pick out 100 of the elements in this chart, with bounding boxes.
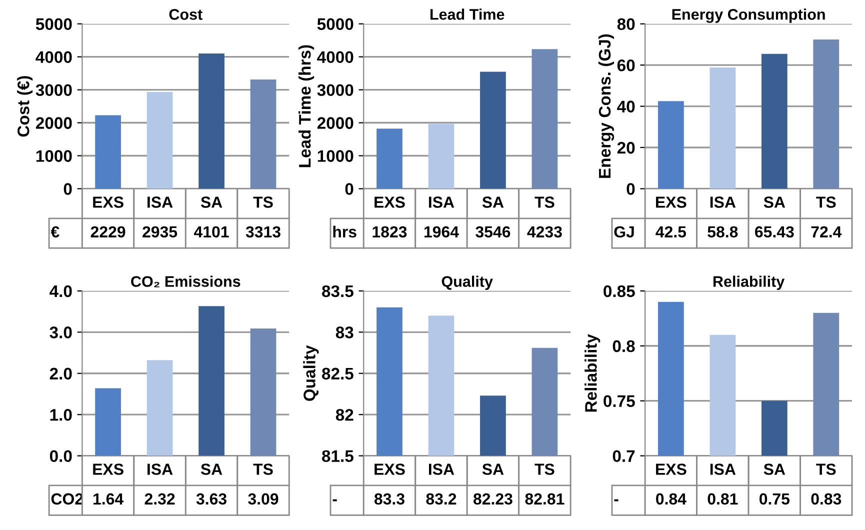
y-tick-label: 1.0 [50,408,72,421]
chart-title: Reliability [713,276,785,290]
data-label: 0.81 [708,493,738,505]
data-label: 4233 [527,226,562,238]
x-tick-label: EXS [656,196,686,208]
y-tick-label: 60 [617,59,635,72]
x-tick-label: EXS [374,464,405,475]
x-tick-label: ISA [710,464,736,475]
data-label: 65.43 [755,226,794,238]
data-label: 1823 [372,226,407,238]
data-label: 83.2 [426,493,456,505]
y-tick-label: 40 [617,100,635,112]
x-tick-label: SA [200,196,222,208]
y-tick-label: 4000 [317,51,354,64]
bar [95,115,121,189]
bar [480,72,506,189]
text: GJ [614,226,634,238]
x-tick-label: EXS [93,464,124,475]
text: - [614,499,618,502]
bar [532,49,558,189]
y-tick-label: 82 [336,408,354,421]
text: hrs [333,226,356,238]
data-label: 2.32 [144,493,175,505]
x-tick-label: ISA [428,196,454,208]
y-tick-label: 83.5 [322,285,354,298]
text: CO2 [51,493,83,505]
y-tick-label: 4000 [36,51,72,64]
y-tick-label: 80 [617,18,635,30]
y-axis-title: Lead Time (hrs) [298,45,314,168]
bar [198,53,224,189]
y-tick-label: 3000 [317,84,354,96]
data-label: 0.84 [656,493,686,505]
data-label: 1964 [424,226,459,238]
y-tick-label: 5000 [36,18,72,30]
x-tick-label: ISA [710,196,736,208]
x-tick-label: EXS [374,196,405,208]
data-label: 72.4 [811,226,842,238]
x-tick-label: SA [764,464,786,475]
x-tick-label: ISA [148,196,173,208]
y-tick-label: 0.85 [604,285,635,298]
y-axis-title: Cost (€) [17,76,33,137]
y-tick-label: 20 [617,142,635,154]
bar [428,124,454,189]
chart-title: Quality [442,276,493,290]
bar [146,360,173,456]
x-tick-label: SA [200,464,222,475]
x-tick-label: TS [816,464,836,475]
y-tick-label: 0.7 [612,450,635,462]
y-tick-label: 0.75 [604,395,635,408]
data-label: 0.75 [760,493,790,505]
bar [376,128,402,189]
chart-title: Lead Time [430,8,504,20]
data-label: 82.81 [525,493,564,505]
y-tick-label: 0 [626,183,635,195]
y-tick-label: 0 [64,183,72,195]
data-label: 4101 [194,226,229,238]
bar [198,306,224,456]
y-axis-title: Reliability [584,334,600,412]
y-tick-label: 2000 [36,117,72,129]
y-tick-label: 2000 [317,117,354,129]
chart-title: Energy Consumption [672,8,825,23]
data-label: 2935 [142,226,178,238]
data-label: 0.83 [811,493,842,505]
data-label: 58.8 [708,226,738,238]
data-label: 3313 [246,226,280,238]
data-label: 3.63 [196,493,226,505]
y-tick-label: 82.5 [322,368,354,380]
bar [95,388,121,456]
y-tick-label: 1000 [36,150,72,162]
y-axis-title: Quality [303,345,319,401]
x-tick-label: ISA [148,464,173,475]
x-tick-label: EXS [93,196,124,208]
data-label: 83.3 [374,493,404,505]
x-tick-label: SA [764,196,786,208]
x-tick-label: TS [253,196,273,208]
bar [710,68,736,189]
y-tick-label: 1000 [318,150,354,162]
bar [658,101,684,189]
y-tick-label: 3.0 [50,326,72,338]
y-tick-label: 81.5 [322,450,354,462]
chart-title: Cost [169,9,202,20]
y-tick-label: 83 [336,326,354,338]
x-tick-label: TS [534,196,554,208]
y-tick-label: 0 [345,183,354,195]
bar [813,40,840,189]
y-tick-label: 3000 [36,84,72,96]
y-tick-label: 4.0 [50,285,72,298]
y-tick-label: 0.0 [50,450,72,462]
y-tick-label: 2.0 [50,368,72,380]
x-tick-label: TS [534,464,554,475]
x-tick-label: TS [816,196,836,208]
y-tick-label: 5000 [317,18,354,30]
bar [146,92,173,189]
x-tick-label: SA [482,196,504,208]
x-tick-label: SA [482,464,504,475]
data-label: 42.5 [656,226,686,238]
data-label: 82.23 [473,493,512,505]
text: € [50,226,60,238]
x-tick-label: ISA [428,464,454,475]
data-label: 2229 [90,226,126,238]
